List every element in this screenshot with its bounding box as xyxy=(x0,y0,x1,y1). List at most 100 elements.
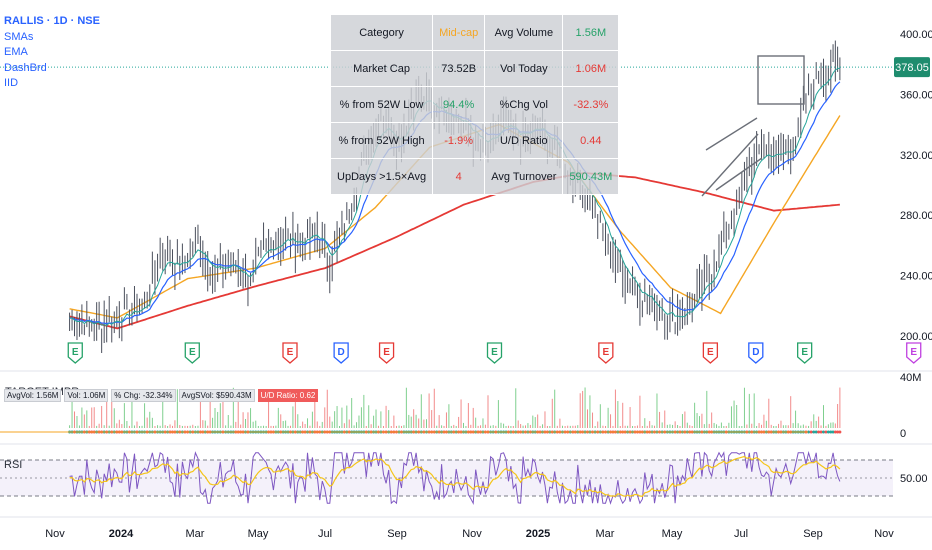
x-tick-label: Nov xyxy=(874,528,894,540)
x-tick-label: Sep xyxy=(803,528,823,540)
last-price-tag xyxy=(894,57,930,78)
event-marker-letter: E xyxy=(603,347,610,358)
dashboard-row: % from 52W High -1.9% U/D Ratio 0.44 xyxy=(329,122,620,159)
dashboard-value: 94.4% xyxy=(432,86,486,123)
event-marker-letter: E xyxy=(287,347,294,358)
event-marker: E xyxy=(797,342,813,364)
dashboard-row: UpDays >1.5×Avg 4 Avg Turnover 590.43M xyxy=(329,158,620,195)
event-marker: E xyxy=(378,342,395,364)
dashboard-value: 4 xyxy=(432,158,486,195)
dashboard-value: 590.43M xyxy=(562,158,620,195)
x-tick-label: May xyxy=(248,528,269,540)
volume-dot xyxy=(838,430,842,434)
event-marker: E xyxy=(598,342,614,364)
volume-chip: AvgVol: 1.56M xyxy=(4,389,62,402)
event-marker-shape xyxy=(702,342,719,364)
dashboard-label: Category xyxy=(329,14,434,51)
event-marker-shape xyxy=(67,342,83,364)
volume-dot xyxy=(812,430,816,434)
dashboard-row: Category Mid-cap Avg Volume 1.56M xyxy=(329,14,620,51)
consolidation-box xyxy=(757,55,805,105)
event-marker-shape xyxy=(378,342,395,364)
x-tick-label: Mar xyxy=(186,528,205,540)
volume-dot xyxy=(833,430,837,434)
volume-dot xyxy=(819,430,823,434)
last-price-label: 378.05 xyxy=(895,62,929,74)
event-marker-letter: D xyxy=(752,347,759,358)
volume-chip: U/D Ratio: 0.62 xyxy=(257,389,319,402)
dashboard-label: UpDays >1.5×Avg xyxy=(329,158,434,195)
event-marker: E xyxy=(486,342,503,364)
dashboard-row: Market Cap 73.52B Vol Today 1.06M xyxy=(329,50,620,87)
y-tick-label: 280.00 xyxy=(900,210,932,222)
indicator-iid[interactable]: IID xyxy=(4,77,19,89)
indicator-sma[interactable]: SMAs xyxy=(4,30,34,43)
dashboard-value: 1.06M xyxy=(562,50,620,87)
dashboard-label: % from 52W High xyxy=(329,122,434,159)
y-tick-label: 240.00 xyxy=(900,271,932,283)
x-tick-label: 2024 xyxy=(109,528,134,540)
event-marker-letter: E xyxy=(910,347,917,358)
indicator-dashbrd[interactable]: DashBrd xyxy=(4,61,47,74)
event-marker-shape xyxy=(906,342,922,364)
volume-dot xyxy=(817,430,821,434)
chart-legend: RALLIS · 1D · NSE SMAs EMA DashBrd IID xyxy=(4,14,100,92)
x-tick-label: Mar xyxy=(596,528,615,540)
y-tick-label: 200.00 xyxy=(900,331,932,343)
volume-dot xyxy=(829,430,833,434)
volume-dot xyxy=(809,430,813,434)
dashboard-value: 0.44 xyxy=(562,122,620,159)
event-marker-letter: D xyxy=(338,347,345,358)
volume-dot xyxy=(824,430,828,434)
x-tick-label: Sep xyxy=(387,528,407,540)
event-marker: E xyxy=(906,342,922,364)
indicator-ema[interactable]: EMA xyxy=(4,46,28,58)
dashboard-label: Market Cap xyxy=(329,50,434,87)
event-marker: D xyxy=(333,342,349,364)
volume-dot xyxy=(831,430,835,434)
volume-axis-label: 40M xyxy=(900,372,921,384)
trend-channel xyxy=(701,117,763,197)
dashboard-label: Avg Turnover xyxy=(484,158,564,195)
volume-chip: Vol: 1.06M xyxy=(64,389,109,402)
dashboard-value: -32.3% xyxy=(562,86,620,123)
x-tick-label: May xyxy=(662,528,683,540)
dashboard-label: %Chg Vol xyxy=(484,86,564,123)
x-tick-label: Nov xyxy=(462,528,482,540)
dashboard-value: Mid-cap xyxy=(432,14,486,51)
dashboard-label: Avg Volume xyxy=(484,14,564,51)
dashboard-label: Vol Today xyxy=(484,50,564,87)
volume-chip: % Chg: -32.34% xyxy=(111,389,176,402)
x-tick-label: Nov xyxy=(45,528,65,540)
event-marker-shape xyxy=(333,342,349,364)
x-tick-label: Jul xyxy=(318,528,332,540)
event-marker-shape xyxy=(486,342,503,364)
event-marker-letter: E xyxy=(72,347,79,358)
event-marker-shape xyxy=(184,342,200,364)
stats-dashboard: Category Mid-cap Avg Volume 1.56M Market Cap… xyxy=(329,14,620,195)
event-marker: D xyxy=(748,342,764,364)
rsi-pane-title: RSI xyxy=(4,459,23,471)
y-tick-label: 320.00 xyxy=(900,150,932,162)
volume-chip: AvgSVol: $590.43M xyxy=(178,389,255,402)
event-marker: E xyxy=(67,342,83,364)
x-tick-label: 2025 xyxy=(526,528,550,540)
dashboard-row: % from 52W Low 94.4% %Chg Vol -32.3% xyxy=(329,86,620,123)
volume-dot xyxy=(836,430,840,434)
y-tick-label: 360.00 xyxy=(900,89,932,101)
event-marker-letter: E xyxy=(189,347,196,358)
symbol-title[interactable]: RALLIS · 1D · NSE xyxy=(4,15,100,27)
event-marker-shape xyxy=(282,342,298,364)
rsi-line xyxy=(69,450,841,505)
volume-dot xyxy=(821,430,825,434)
dashboard-label: % from 52W Low xyxy=(329,86,434,123)
volume-axis-label: 0 xyxy=(900,428,906,440)
sma-200-line xyxy=(69,171,841,330)
dashboard-label: U/D Ratio xyxy=(484,122,564,159)
event-marker-letter: E xyxy=(491,347,498,358)
event-marker-letter: E xyxy=(707,347,714,358)
y-tick-label: 400.00 xyxy=(900,29,932,41)
dashboard-value: 73.52B xyxy=(432,50,486,87)
volume-stats-chips: AvgVol: 1.56M Vol: 1.06M% Chg: -32.34% Avg… xyxy=(4,389,319,402)
rsi-axis-label: 50.00 xyxy=(900,473,928,485)
